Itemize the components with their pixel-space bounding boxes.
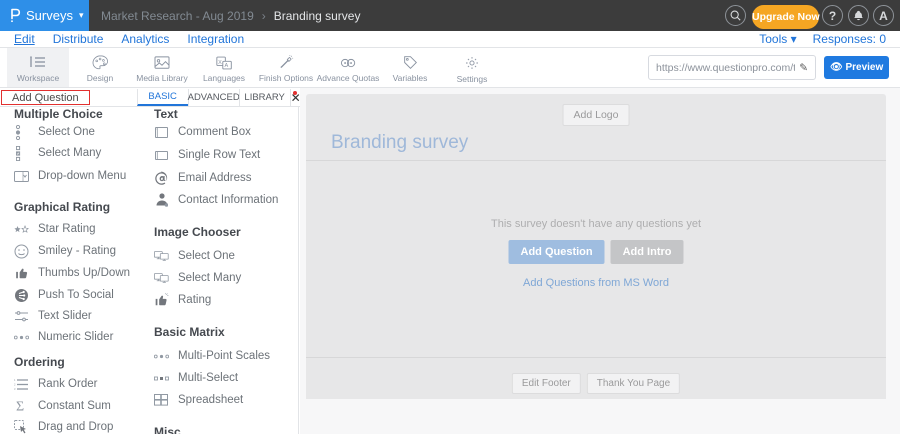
svg-text:1: 1 bbox=[14, 378, 16, 382]
svg-text:A: A bbox=[224, 63, 228, 69]
svg-text:X: X bbox=[218, 59, 222, 65]
svg-text:Σ: Σ bbox=[16, 400, 24, 414]
svg-text:3: 3 bbox=[14, 386, 16, 390]
svg-text:2: 2 bbox=[14, 382, 16, 386]
